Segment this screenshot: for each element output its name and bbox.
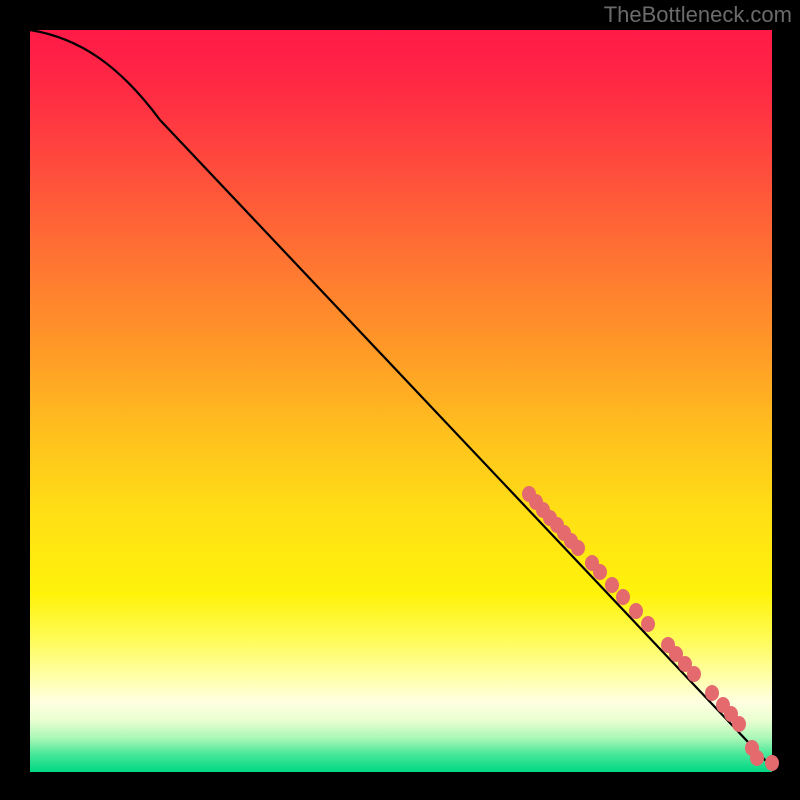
data-marker [641, 616, 655, 632]
chart-container: TheBottleneck.com [0, 0, 800, 800]
data-marker [765, 755, 779, 771]
data-marker [705, 685, 719, 701]
data-marker [593, 564, 607, 580]
data-marker [732, 716, 746, 732]
data-marker [616, 589, 630, 605]
chart-svg [0, 0, 800, 800]
data-marker [750, 750, 764, 766]
data-marker [687, 666, 701, 682]
plot-background [30, 30, 772, 772]
data-marker [605, 577, 619, 593]
data-marker [571, 540, 585, 556]
data-marker [629, 603, 643, 619]
